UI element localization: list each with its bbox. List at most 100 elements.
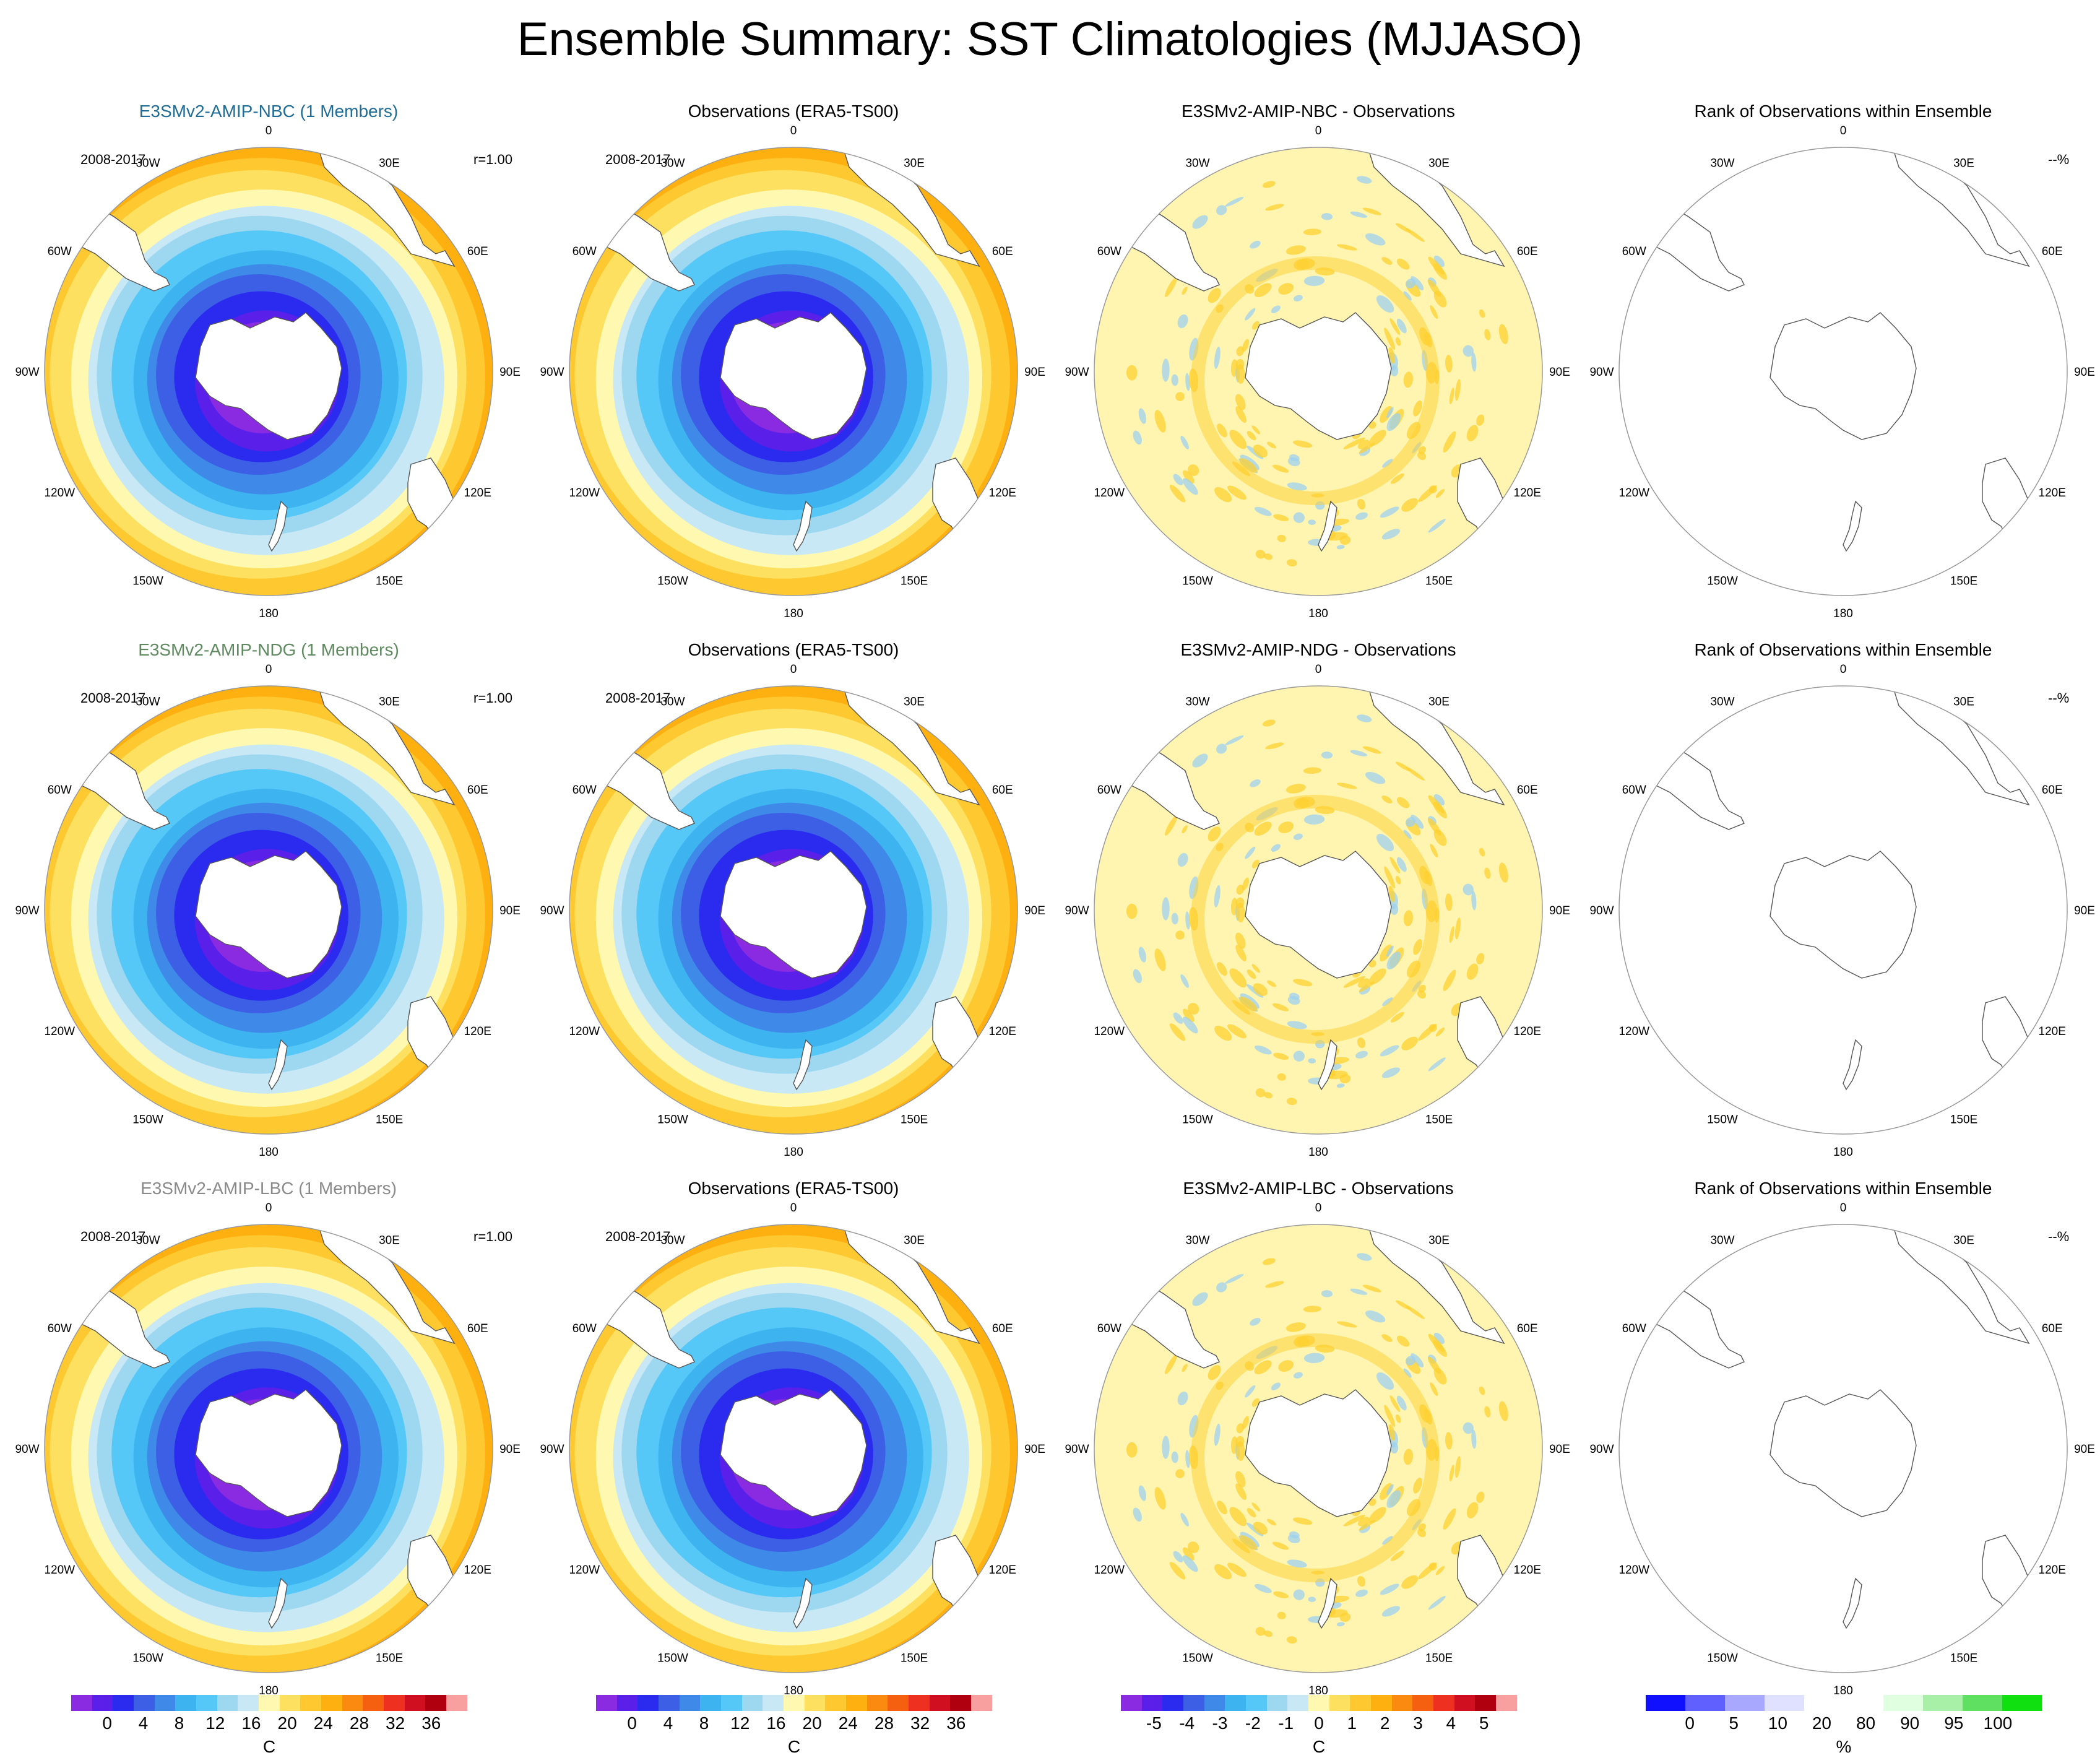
- anomaly-patch: [1355, 1589, 1368, 1597]
- colorbar-tick-label: 20: [277, 1713, 297, 1733]
- anomaly-patch: [1126, 365, 1138, 381]
- longitude-label: 180: [1833, 1684, 1853, 1697]
- anomaly-patch: [1287, 482, 1307, 491]
- anomaly-patch: [1133, 969, 1142, 984]
- longitude-label: 180: [784, 1146, 803, 1159]
- colorbar-swatch: [1685, 1695, 1725, 1711]
- anomaly-patch: [1293, 1050, 1305, 1062]
- correlation-label: r=1.00: [473, 690, 512, 706]
- colorbar-tick-label: 4: [1446, 1713, 1456, 1733]
- new-zealand-landmass: [268, 500, 288, 552]
- anomaly-patch: [1293, 1372, 1303, 1379]
- anomaly-patch: [1396, 1300, 1411, 1310]
- longitude-label: 150W: [132, 575, 163, 588]
- anomaly-patch: [1430, 1382, 1438, 1397]
- colorbar-swatch: [1433, 1695, 1454, 1711]
- longitude-label: 150E: [376, 1652, 403, 1665]
- anomaly-patch: [1192, 215, 1208, 229]
- anomaly-patch: [1254, 1360, 1272, 1374]
- anomaly-patch: [1175, 930, 1185, 940]
- colorbar-tick-label: 16: [766, 1713, 786, 1733]
- period-label: 2008-2017: [605, 1229, 671, 1244]
- longitude-label: 120E: [989, 1025, 1016, 1038]
- anomaly-patch: [1263, 1631, 1273, 1637]
- anomaly-patch: [1251, 1502, 1260, 1512]
- polar-map: 0 30E 60E 90E 120E 150E 180 150W 120W 90W 60W 30W: [1589, 663, 2094, 1159]
- anomaly-patch: [1177, 314, 1188, 329]
- anomaly-patch: [1395, 337, 1401, 346]
- anomaly-patch: [1165, 277, 1178, 297]
- anomaly-patch: [1265, 742, 1284, 750]
- anomaly-patch: [1417, 451, 1426, 461]
- new-zealand-landmass: [1843, 500, 1862, 552]
- anomaly-patch: [1250, 240, 1261, 249]
- panel-observations-row2: Observations (ERA5-TS00) 2008-2017 0 30E 60E…: [540, 638, 1087, 1176]
- anomaly-patch: [1162, 897, 1170, 920]
- anomaly-patch: [1208, 826, 1221, 842]
- anomaly-patch: [1401, 1036, 1419, 1050]
- longitude-label: 150W: [132, 1652, 163, 1665]
- colorbar-tick-label: 80: [1856, 1713, 1876, 1733]
- anomaly-patch: [1498, 862, 1508, 883]
- anomaly-patch: [1428, 1356, 1441, 1374]
- panel-difference-row1: E3SMv2-AMIP-NBC - Observations 0 30E 60E 90E…: [1065, 99, 1612, 638]
- colorbar-swatch: [154, 1695, 176, 1711]
- colorbar-tick-label: 12: [205, 1713, 225, 1733]
- longitude-label: 120W: [1618, 1025, 1649, 1038]
- longitude-label: 150E: [376, 1114, 403, 1127]
- anomaly-patch: [1382, 459, 1393, 468]
- longitude-label: 30W: [1185, 1234, 1209, 1247]
- anomaly-patch: [1303, 1306, 1321, 1313]
- longitude-label: 150W: [1707, 1652, 1738, 1665]
- anomaly-patch: [1263, 553, 1273, 560]
- colorbar-tick-label: -5: [1146, 1713, 1162, 1733]
- anomaly-patch: [1368, 430, 1386, 446]
- colorbar-swatch: [300, 1695, 322, 1711]
- colorbar-swatch: [1646, 1695, 1685, 1711]
- anomaly-patch: [1169, 485, 1186, 503]
- anomaly-patch: [1254, 283, 1272, 297]
- anomaly-patch: [1484, 329, 1491, 340]
- anomaly-patch: [1365, 233, 1386, 246]
- anomaly-patch: [1175, 1469, 1185, 1478]
- longitude-label: 60E: [992, 245, 1013, 258]
- colorbar-swatch: [92, 1695, 113, 1711]
- anomaly-patch: [1173, 1551, 1183, 1562]
- colorbar-unit-label: C: [787, 1737, 801, 1756]
- anomaly-patch: [1217, 962, 1227, 976]
- anomaly-patch: [1242, 1416, 1249, 1429]
- period-label: 2008-2017: [80, 152, 146, 167]
- longitude-label: 60W: [48, 784, 72, 797]
- colorbar-swatch: [71, 1695, 92, 1711]
- anomaly-patch: [1182, 1364, 1188, 1372]
- anomaly-patch: [1417, 990, 1426, 999]
- colorbar-swatch: [1141, 1695, 1163, 1711]
- longitude-label: 30W: [1710, 695, 1734, 708]
- panel-model-row1: E3SMv2-AMIP-NBC (1 Members) 2008-2017 r=1.…: [15, 99, 562, 638]
- colorbar-tick-label: 8: [699, 1713, 709, 1733]
- new-zealand-landmass: [268, 1039, 288, 1091]
- longitude-label: 180: [259, 1146, 279, 1159]
- anomaly-patch: [1433, 255, 1445, 267]
- anomaly-patch: [1183, 470, 1195, 484]
- longitude-label: 120E: [2039, 1025, 2066, 1038]
- colorbar-swatch: [1844, 1695, 1883, 1711]
- anomaly-patch: [1308, 1596, 1316, 1602]
- polar-map: 0 30E 60E 90E 120E 150E 180 150W 120W 90W 60W 30W: [540, 124, 1045, 620]
- anomaly-patch: [1208, 288, 1221, 303]
- longitude-label: 90E: [1024, 1443, 1045, 1456]
- colorbar-swatch: [741, 1695, 763, 1711]
- new-zealand-landmass: [1843, 1039, 1862, 1091]
- anomaly-patch: [1253, 983, 1268, 997]
- anomaly-patch: [1182, 1555, 1198, 1572]
- longitude-label: 30E: [1953, 1234, 1974, 1247]
- australia-landmass: [1982, 457, 2042, 542]
- colorbar-swatch: [134, 1695, 155, 1711]
- anomaly-patch: [1449, 926, 1454, 943]
- rank-percent-label: --%: [2048, 1229, 2070, 1244]
- longitude-label: 90E: [499, 1443, 521, 1456]
- anomaly-patch: [1382, 1536, 1393, 1545]
- colorbar-swatch: [888, 1695, 909, 1711]
- colorbar-swatch: [1765, 1695, 1804, 1711]
- anomaly-patch: [1287, 457, 1300, 467]
